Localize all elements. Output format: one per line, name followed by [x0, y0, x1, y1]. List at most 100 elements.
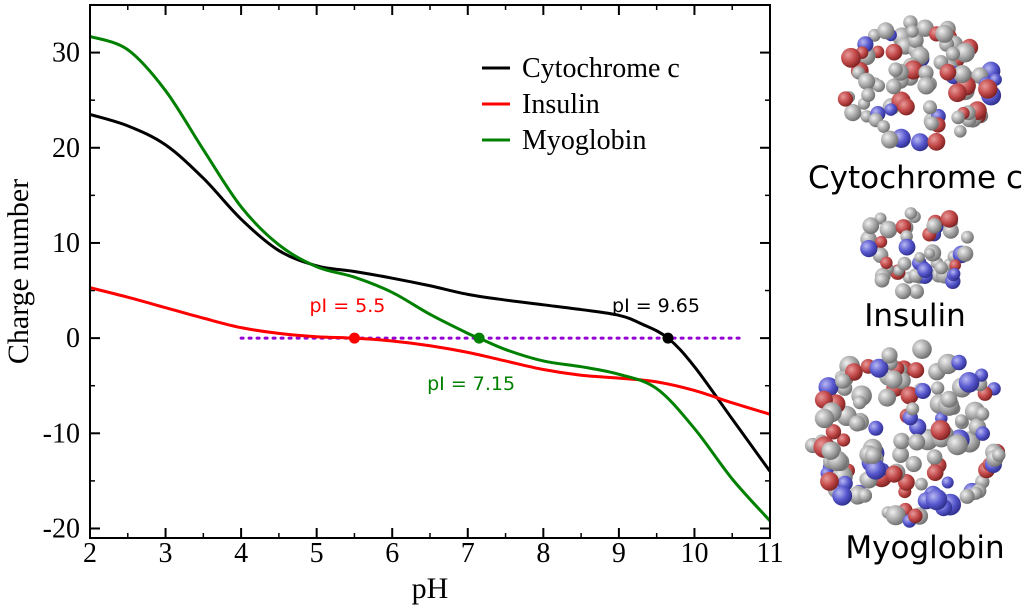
atom-sphere: [912, 339, 932, 359]
atom-sphere: [908, 508, 923, 524]
x-tick-label: 4: [234, 538, 248, 569]
atom-sphere: [881, 131, 899, 149]
atom-sphere: [888, 62, 903, 77]
y-axis-label: Charge number: [2, 179, 35, 364]
atom-sphere: [895, 283, 912, 300]
atom-sphere: [853, 395, 867, 410]
atom-sphere: [947, 434, 968, 456]
cytochrome-c-label: Cytochrome c: [807, 160, 1023, 196]
x-tick-label: 9: [612, 538, 626, 569]
atom-sphere: [961, 230, 974, 244]
atom-sphere: [926, 464, 944, 481]
atom-sphere: [926, 449, 943, 465]
x-tick-label: 5: [310, 538, 324, 569]
atom-sphere: [935, 24, 954, 43]
atom-sphere: [861, 88, 876, 102]
atom-sphere: [955, 42, 975, 63]
charge-vs-ph-chart: 2 3 4 5 6 7 8 9 10 11 -20 -10 0 10 20 30 pI = 5.5 pI = 7…: [2, 4, 784, 605]
atom-sphere: [869, 358, 889, 378]
pi-point: [348, 332, 360, 344]
atom-sphere: [934, 261, 948, 275]
atom-sphere: [892, 446, 909, 463]
atom-sphere: [908, 362, 925, 379]
legend-entry: Cytochrome c: [522, 53, 680, 84]
atom-sphere: [924, 248, 936, 259]
atom-sphere: [927, 132, 946, 151]
atom-sphere: [864, 447, 882, 464]
y-tick-label: 10: [52, 228, 80, 259]
legend-entry: Insulin: [522, 89, 600, 120]
atom-sphere: [875, 235, 888, 248]
atom-sphere: [814, 408, 835, 429]
atom-sphere: [951, 354, 967, 371]
atom-sphere: [885, 465, 903, 483]
atom-sphere: [948, 83, 967, 103]
atom-sphere: [975, 426, 990, 441]
atom-sphere: [930, 381, 945, 395]
y-tick-label: -10: [43, 418, 80, 449]
legend-entry: Myoglobin: [522, 125, 646, 156]
atom-sphere: [955, 414, 968, 427]
atom-sphere: [908, 433, 926, 451]
myoglobin-molecule-image: [805, 339, 1006, 528]
x-tick-label: 10: [680, 538, 708, 569]
atom-sphere: [880, 256, 893, 269]
series-line-insulin: [89, 286, 771, 416]
series-line-cytochrome-c: [89, 113, 772, 473]
atom-sphere: [885, 43, 903, 61]
atom-sphere: [897, 98, 915, 116]
plot-frame: [89, 4, 771, 539]
atom-sphere: [917, 262, 933, 278]
atom-sphere: [879, 220, 898, 239]
atom-sphere: [841, 47, 861, 68]
atom-sphere: [862, 217, 880, 235]
atom-sphere: [897, 256, 912, 271]
atom-sphere: [949, 259, 961, 271]
atom-sphere: [837, 433, 851, 447]
atom-sphere: [885, 78, 902, 95]
atom-sphere: [906, 25, 919, 38]
atom-sphere: [918, 65, 934, 81]
atom-sphere: [878, 388, 897, 407]
atom-sphere: [858, 72, 876, 90]
atom-sphere: [877, 22, 895, 40]
atom-sphere: [849, 415, 866, 432]
atom-sphere: [923, 100, 937, 115]
atom-sphere: [911, 133, 929, 152]
myoglobin-label: Myoglobin: [845, 530, 1005, 566]
atom-sphere: [953, 65, 972, 83]
atom-sphere: [941, 476, 954, 489]
atom-sphere: [951, 110, 965, 125]
atom-sphere: [893, 432, 910, 450]
atom-sphere: [825, 424, 842, 440]
atom-sphere: [992, 448, 1006, 462]
atom-sphere: [877, 120, 890, 133]
pi-point: [473, 332, 485, 344]
atom-sphere: [959, 488, 975, 504]
atom-sphere: [940, 390, 958, 408]
atom-sphere: [926, 218, 942, 234]
atom-sphere: [821, 441, 840, 460]
atom-sphere: [835, 373, 851, 389]
x-tick-label: 6: [385, 538, 399, 569]
atom-sphere: [915, 477, 928, 491]
series-line-myoglobin: [89, 34, 772, 522]
atom-sphere: [906, 402, 920, 416]
atom-sphere: [939, 63, 957, 81]
atom-sphere: [881, 347, 898, 364]
x-tick-label: 7: [461, 538, 475, 569]
x-tick-label: 8: [536, 538, 550, 569]
insulin-molecule-image: [860, 207, 974, 300]
atom-sphere: [832, 485, 853, 506]
atom-sphere: [954, 125, 967, 138]
insulin-label: Insulin: [864, 298, 966, 334]
atom-sphere: [945, 46, 960, 62]
atom-sphere: [957, 245, 974, 262]
x-tick-label: 11: [757, 538, 784, 569]
atom-sphere: [905, 455, 922, 473]
atom-sphere: [837, 91, 853, 107]
atom-sphere: [884, 370, 903, 389]
atom-sphere: [868, 420, 884, 436]
pi-point: [662, 332, 674, 344]
atom-sphere: [978, 79, 998, 99]
